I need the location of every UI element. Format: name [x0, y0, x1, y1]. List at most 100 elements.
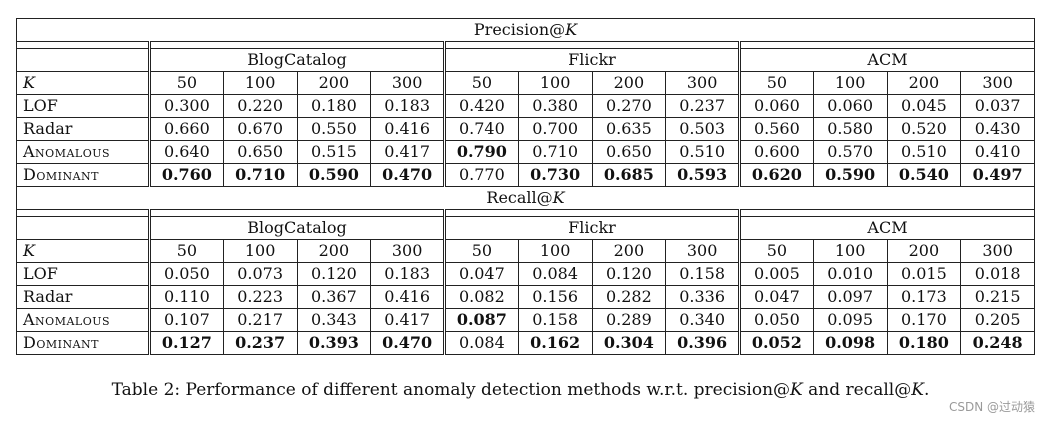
- metric-value: 0.570: [812, 140, 888, 164]
- corner-cell: [16, 48, 151, 72]
- caption-k-var-2: K: [911, 380, 924, 400]
- dataset-header: ACM: [739, 216, 1035, 240]
- method-name: Anomalous: [16, 308, 151, 332]
- k-value: 50: [739, 71, 814, 95]
- metric-value: 0.600: [739, 140, 814, 164]
- metric-value: 0.660: [149, 117, 224, 141]
- dataset-header: ACM: [739, 48, 1035, 72]
- spacer-cell: [739, 41, 1035, 49]
- method-row: Dominant 0.760 0.710 0.590 0.470 0.770 0.730 0.…: [16, 163, 1035, 187]
- table-caption: Table 2: Performance of different anomal…: [0, 380, 1041, 400]
- k-value: 50: [739, 239, 814, 263]
- metric-value: 0.110: [149, 285, 224, 309]
- metric-value: 0.416: [370, 285, 446, 309]
- metric-value: 0.060: [812, 94, 888, 118]
- metric-value: 0.590: [296, 163, 372, 187]
- metric-value: 0.710: [222, 163, 298, 187]
- method-name: Radar: [16, 117, 151, 141]
- dataset-header-row: BlogCatalog Flickr ACM: [16, 216, 1035, 240]
- k-value: 50: [149, 239, 224, 263]
- metric-value: 0.304: [591, 331, 667, 355]
- metric-value: 0.018: [960, 262, 1035, 286]
- metric-value: 0.047: [444, 262, 519, 286]
- metric-value: 0.396: [665, 331, 741, 355]
- k-value: 200: [591, 71, 667, 95]
- k-value: 200: [886, 239, 962, 263]
- metric-value: 0.158: [665, 262, 741, 286]
- method-name: Dominant: [16, 331, 151, 355]
- k-header-row: K 50 100 200 300 50 100 200 300 50 100 200 300: [16, 71, 1035, 95]
- metric-value: 0.430: [960, 117, 1035, 141]
- metric-value: 0.520: [886, 117, 962, 141]
- metric-value: 0.710: [517, 140, 593, 164]
- metric-value: 0.170: [886, 308, 962, 332]
- caption-suffix: .: [923, 380, 930, 400]
- spacer-cell: [444, 209, 741, 217]
- metric-value: 0.098: [812, 331, 888, 355]
- metric-value: 0.300: [149, 94, 224, 118]
- k-value: 300: [960, 239, 1035, 263]
- dataset-header: BlogCatalog: [149, 48, 446, 72]
- metric-value: 0.050: [149, 262, 224, 286]
- metric-value: 0.510: [886, 140, 962, 164]
- metric-value: 0.700: [517, 117, 593, 141]
- method-name: LOF: [16, 262, 151, 286]
- metric-value: 0.220: [222, 94, 298, 118]
- caption-middle: and recall@: [802, 380, 912, 400]
- metric-value: 0.087: [444, 308, 519, 332]
- metric-value: 0.217: [222, 308, 298, 332]
- metric-value: 0.289: [591, 308, 667, 332]
- metric-value: 0.248: [960, 331, 1035, 355]
- metric-value: 0.162: [517, 331, 593, 355]
- k-value: 300: [665, 71, 741, 95]
- spacer-cell: [739, 209, 1035, 217]
- table-title-prefix: Precision@: [473, 20, 566, 39]
- metric-value: 0.180: [296, 94, 372, 118]
- metric-value: 0.367: [296, 285, 372, 309]
- k-header-row: K 50 100 200 300 50 100 200 300 50 100 200 300: [16, 239, 1035, 263]
- metric-value: 0.215: [960, 285, 1035, 309]
- metric-value: 0.650: [222, 140, 298, 164]
- metric-value: 0.158: [517, 308, 593, 332]
- k-label: K: [16, 71, 151, 95]
- metric-value: 0.010: [812, 262, 888, 286]
- spacer-cell: [444, 41, 741, 49]
- method-name: Dominant: [16, 163, 151, 187]
- method-row: Anomalous 0.640 0.650 0.515 0.417 0.790 0.710 0…: [16, 140, 1035, 164]
- metric-value: 0.097: [812, 285, 888, 309]
- metric-value: 0.282: [591, 285, 667, 309]
- metric-value: 0.205: [960, 308, 1035, 332]
- metric-value: 0.670: [222, 117, 298, 141]
- method-name: LOF: [16, 94, 151, 118]
- method-row: Radar 0.660 0.670 0.550 0.416 0.740 0.700 0.635…: [16, 117, 1035, 141]
- k-value: 200: [296, 239, 372, 263]
- spacer-cell: [149, 209, 446, 217]
- metric-value: 0.503: [665, 117, 741, 141]
- k-value: 300: [370, 71, 446, 95]
- metric-value: 0.550: [296, 117, 372, 141]
- metric-value: 0.015: [886, 262, 962, 286]
- metric-value: 0.045: [886, 94, 962, 118]
- spacer-cell: [16, 209, 151, 217]
- metric-value: 0.393: [296, 331, 372, 355]
- k-value: 200: [591, 239, 667, 263]
- metric-value: 0.156: [517, 285, 593, 309]
- metric-value: 0.593: [665, 163, 741, 187]
- metric-value: 0.640: [149, 140, 224, 164]
- metric-value: 0.084: [444, 331, 519, 355]
- metric-value: 0.416: [370, 117, 446, 141]
- spacer-row: [16, 209, 1035, 217]
- metric-value: 0.685: [591, 163, 667, 187]
- metric-value: 0.237: [222, 331, 298, 355]
- k-value: 50: [444, 239, 519, 263]
- method-name: Anomalous: [16, 140, 151, 164]
- k-value: 50: [444, 71, 519, 95]
- metric-value: 0.343: [296, 308, 372, 332]
- metric-value: 0.050: [739, 308, 814, 332]
- k-value: 50: [149, 71, 224, 95]
- metric-value: 0.635: [591, 117, 667, 141]
- spacer-cell: [16, 41, 151, 49]
- table-title: Precision@K: [16, 18, 1035, 42]
- metric-value: 0.515: [296, 140, 372, 164]
- metric-value: 0.073: [222, 262, 298, 286]
